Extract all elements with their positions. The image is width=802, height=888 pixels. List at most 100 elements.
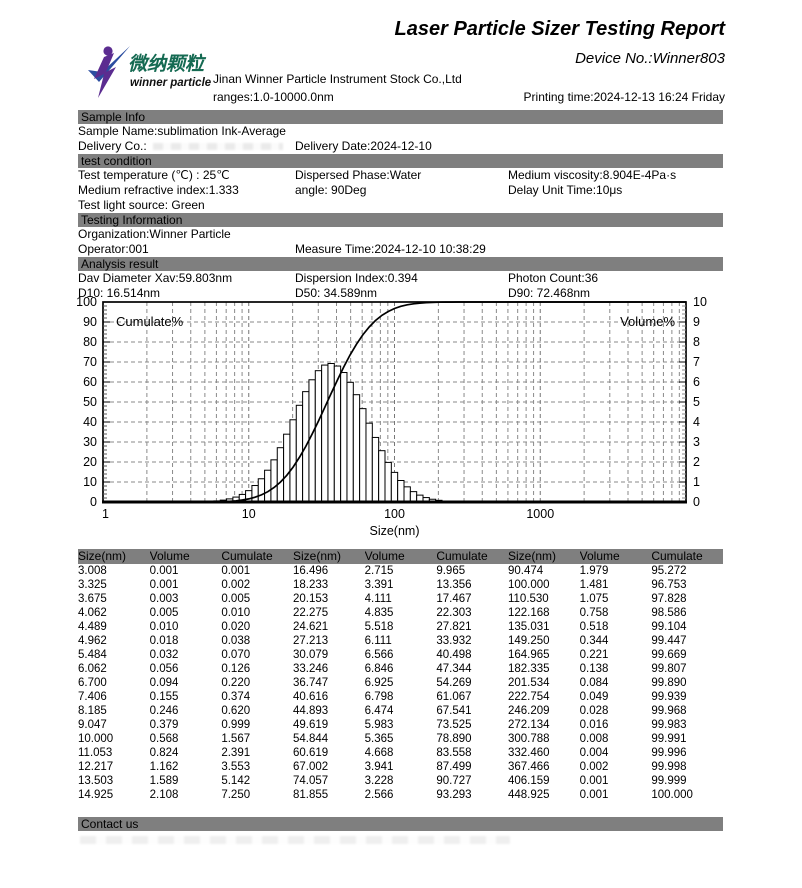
dav-diameter: Dav Diameter Xav:59.803nm [78,271,233,285]
table-header-row: Size(nm) Volume Cumulate Size(nm) Volume Cumu… [78,549,723,564]
table-cell: 0.246 [149,705,179,717]
svg-text:70: 70 [83,355,97,369]
table-cell: 0.049 [579,691,609,703]
svg-text:0: 0 [90,495,97,509]
medium-viscosity: Medium viscosity:8.904E-4Pa·s [508,168,677,182]
table-row: 4.962 0.018 0.038 27.213 6.111 33.932 149.250 0… [78,634,723,648]
table-cell: 54.269 [436,677,472,689]
device-number: Device No.:Winner803 [575,50,725,67]
info-block: Sample Info Sample Name:sublimation Ink-… [78,110,723,301]
table-cell: 8.185 [78,705,107,717]
table-cell: 93.293 [436,789,472,801]
table-cell: 6.474 [364,705,394,717]
table-row: 10.000 0.568 1.567 54.844 5.365 78.890 300.788… [78,732,723,746]
table-cell: 0.016 [579,719,609,731]
printing-time: Printing time:2024-12-13 16:24 Friday [523,90,725,104]
table-row: 13.503 1.589 5.142 74.057 3.228 90.727 406.159… [78,774,723,788]
table-cell: 0.001 [149,565,179,577]
d90-value: D90: 72.468nm [508,286,591,300]
table-header-cell: Size(nm) [507,549,556,563]
section-bar-testing-information: Testing Information [78,213,723,227]
table-cell: 0.344 [579,635,609,647]
d10-value: D10: 16.514nm [78,286,161,300]
table-cell: 90.474 [507,565,544,577]
table-row: 12.217 1.162 3.553 67.002 3.941 87.499 367.466… [78,760,723,774]
table-cell: 0.620 [221,705,251,717]
table-cell: 272.134 [507,719,550,731]
svg-text:Cumulate%: Cumulate% [116,314,184,329]
svg-text:60: 60 [83,375,97,389]
table-cell: 0.001 [579,789,609,801]
table-cell: 222.754 [507,691,550,703]
table-cell: 16.496 [292,565,329,577]
table-cell: 3.553 [221,761,251,773]
table-row: 7.406 0.155 0.374 40.616 6.798 61.067 222.754 0… [78,690,723,704]
table-row: 6.700 0.094 0.220 36.747 6.925 54.269 201.534 0… [78,676,723,690]
table-cell: 49.619 [292,719,329,731]
table-cell: 0.004 [579,747,609,759]
table-cell: 0.056 [149,663,179,675]
table-cell: 0.003 [149,593,179,605]
table-cell: 10.000 [78,733,114,745]
test-temperature: Test temperature (℃) : 25℃ [78,168,230,182]
table-cell: 100.000 [651,789,693,801]
svg-text:90: 90 [83,315,97,329]
table-cell: 74.057 [292,775,329,787]
svg-text:7: 7 [693,355,700,369]
table-cell: 17.467 [436,593,472,605]
table-cell: 4.835 [364,607,394,619]
table-cell: 0.028 [579,705,609,717]
table-cell: 6.798 [364,691,394,703]
table-cell: 0.126 [221,663,251,675]
table-cell: 99.968 [651,705,687,717]
svg-text:50: 50 [83,395,97,409]
svg-text:0: 0 [693,495,700,509]
table-cell: 367.466 [507,761,550,773]
contact-section: Contact us [78,817,723,844]
table-cell: 0.010 [221,607,251,619]
table-cell: 246.209 [507,705,550,717]
table-cell: 0.220 [221,677,251,689]
table-cell: 99.991 [651,733,687,745]
table-cell: 0.999 [221,719,251,731]
table-cell: 95.272 [651,565,687,577]
table-cell: 0.008 [579,733,609,745]
dispersion-index: Dispersion Index:0.394 [295,271,418,285]
table-cell: 5.983 [364,719,394,731]
table-cell: 97.828 [651,593,687,605]
table-cell: 3.675 [78,593,107,605]
table-cell: 27.213 [292,635,329,647]
photon-count: Photon Count:36 [508,271,599,285]
table-cell: 0.020 [221,621,251,633]
table-cell: 33.246 [292,663,329,675]
table-cell: 2.108 [149,789,179,801]
table-cell: 33.932 [436,635,472,647]
table-cell: 7.406 [78,691,107,703]
svg-text:6: 6 [693,375,700,389]
table-cell: 7.250 [221,789,251,801]
table-cell: 122.168 [507,607,550,619]
table-cell: 4.962 [78,635,107,647]
winner-particle-logo-icon [88,46,130,98]
table-cell: 0.001 [149,579,179,591]
table-cell: 3.325 [78,579,107,591]
table-cell: 0.018 [149,635,179,647]
table-cell: 3.008 [78,565,107,577]
dispersed-phase: Dispersed Phase:Water [295,168,422,182]
table-row: 4.489 0.010 0.020 24.621 5.518 27.821 135.031 0… [78,620,723,634]
table-cell: 1.589 [149,775,179,787]
table-cell: 61.067 [436,691,472,703]
table-cell: 12.217 [78,761,114,773]
table-cell: 0.374 [221,691,251,703]
section-bar-test-condition: test condition [78,154,723,168]
table-cell: 67.541 [436,705,472,717]
table-cell: 6.062 [78,663,107,675]
table-cell: 99.998 [651,761,687,773]
particle-size-chart: 0 10 20 30 40 50 60 70 80 90 100 0 1 2 3 4 5 6 7 8 9 10 1 10 100… [75,290,725,545]
table-cell: 2.566 [364,789,394,801]
table-row: 9.047 0.379 0.999 49.619 5.983 73.525 272.134 0… [78,718,723,732]
svg-text:1: 1 [102,507,109,521]
table-cell: 5.518 [364,621,394,633]
table-cell: 1.979 [579,565,609,577]
